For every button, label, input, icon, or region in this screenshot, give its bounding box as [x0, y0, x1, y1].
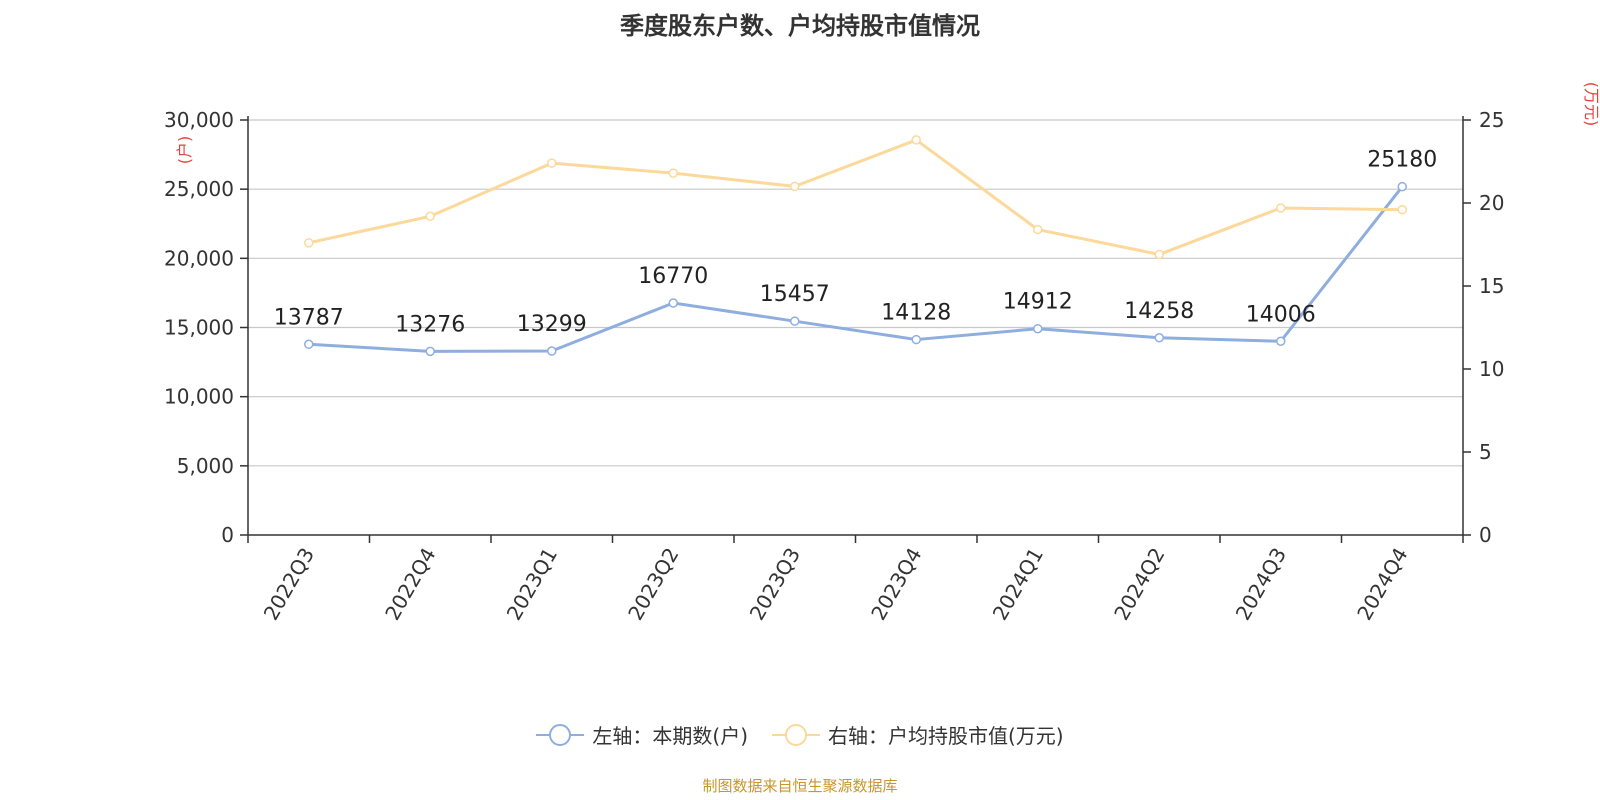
data-labels: 13787 13276 13299 16770 15457 14128 14912 14258… — [274, 148, 1438, 338]
x-tick-label: 2024Q3 — [1231, 544, 1291, 625]
legend: 左轴：本期数(户) 右轴：户均持股市值(万元) — [0, 720, 1600, 749]
data-point-2 — [1397, 204, 1407, 215]
data-point-2 — [1276, 203, 1286, 213]
series-line-2 — [308, 138, 1403, 256]
x-tick-label: 2023Q2 — [623, 544, 683, 625]
series-lines — [304, 135, 1407, 357]
left-axis-unit: (户) — [175, 136, 194, 165]
data-label: 13787 — [274, 305, 344, 330]
data-label: 13299 — [517, 312, 587, 337]
right-tick-label: 5 — [1479, 440, 1492, 464]
x-tick-label: 2023Q3 — [745, 544, 805, 625]
left-tick-labels: 0 5,000 10,000 15,000 20,000 25,000 30,000 — [164, 108, 234, 547]
left-tick-label: 20,000 — [164, 246, 234, 270]
data-label: 14128 — [881, 301, 951, 326]
data-point-2 — [547, 158, 557, 168]
data-label: 16770 — [638, 264, 708, 289]
x-tick-label: 2024Q1 — [988, 544, 1048, 625]
left-tick-label: 0 — [221, 523, 234, 547]
data-label: 13276 — [395, 312, 465, 337]
left-tick-label: 25,000 — [164, 177, 234, 201]
data-label: 14006 — [1246, 302, 1316, 327]
data-point-2 — [425, 211, 435, 222]
data-point-1 — [1276, 336, 1286, 347]
legend-label-series2: 右轴：户均持股市值(万元) — [828, 724, 1064, 748]
x-tick-label: 2023Q1 — [502, 544, 562, 625]
right-tick-labels: 0 5 10 15 20 25 — [1479, 108, 1504, 547]
right-tick-label: 25 — [1479, 108, 1504, 132]
data-point-1 — [425, 346, 435, 357]
legend-marker-series2 — [772, 723, 820, 747]
data-point-2 — [304, 238, 314, 248]
legend-marker-series1 — [536, 723, 585, 747]
right-tick-label: 20 — [1479, 191, 1504, 215]
left-tick-label: 5,000 — [177, 454, 234, 478]
x-tick-label: 2022Q3 — [259, 544, 319, 625]
left-tick-label: 10,000 — [164, 385, 234, 409]
data-point-1 — [1154, 333, 1164, 343]
data-point-2 — [668, 168, 678, 178]
data-point-1 — [790, 316, 800, 326]
x-tick-label: 2024Q4 — [1352, 544, 1412, 625]
legend-item-series1[interactable]: 左轴：本期数(户) — [536, 720, 748, 749]
series-line-1 — [308, 185, 1404, 353]
x-tick-labels: 2022Q3 2022Q4 2023Q1 2023Q2 2023Q3 2023Q4 2024… — [259, 544, 1413, 625]
data-label: 14912 — [1003, 290, 1073, 315]
data-point-1 — [547, 346, 557, 356]
data-point-2 — [911, 135, 921, 145]
data-label: 15457 — [760, 282, 830, 307]
data-point-2 — [790, 181, 800, 192]
data-point-2 — [1033, 224, 1043, 235]
data-label: 25180 — [1367, 148, 1437, 173]
right-tick-label: 0 — [1479, 523, 1492, 547]
data-point-1 — [668, 298, 678, 308]
data-point-1 — [911, 334, 921, 345]
x-tick-label: 2024Q2 — [1109, 544, 1169, 625]
left-tick-label: 15,000 — [164, 316, 234, 340]
right-tick-label: 15 — [1479, 274, 1504, 298]
x-tick-label: 2023Q4 — [866, 544, 926, 625]
data-point-2 — [1154, 249, 1164, 260]
legend-item-series2[interactable]: 右轴：户均持股市值(万元) — [772, 720, 1064, 749]
data-point-1 — [304, 339, 314, 350]
right-axis-unit: (万元) — [1582, 82, 1600, 127]
right-tick-label: 10 — [1479, 357, 1504, 381]
gridlines — [248, 119, 1463, 467]
data-point-1 — [1397, 181, 1407, 192]
data-point-1 — [1033, 323, 1043, 334]
legend-label-series1: 左轴：本期数(户) — [592, 724, 748, 748]
axes — [240, 116, 1471, 543]
left-tick-label: 30,000 — [164, 108, 234, 132]
chart-title: 季度股东户数、户均持股市值情况 — [620, 12, 980, 40]
source-note: 制图数据来自恒生聚源数据库 — [702, 777, 898, 795]
data-label: 14258 — [1124, 299, 1194, 324]
x-tick-label: 2022Q4 — [380, 544, 440, 625]
